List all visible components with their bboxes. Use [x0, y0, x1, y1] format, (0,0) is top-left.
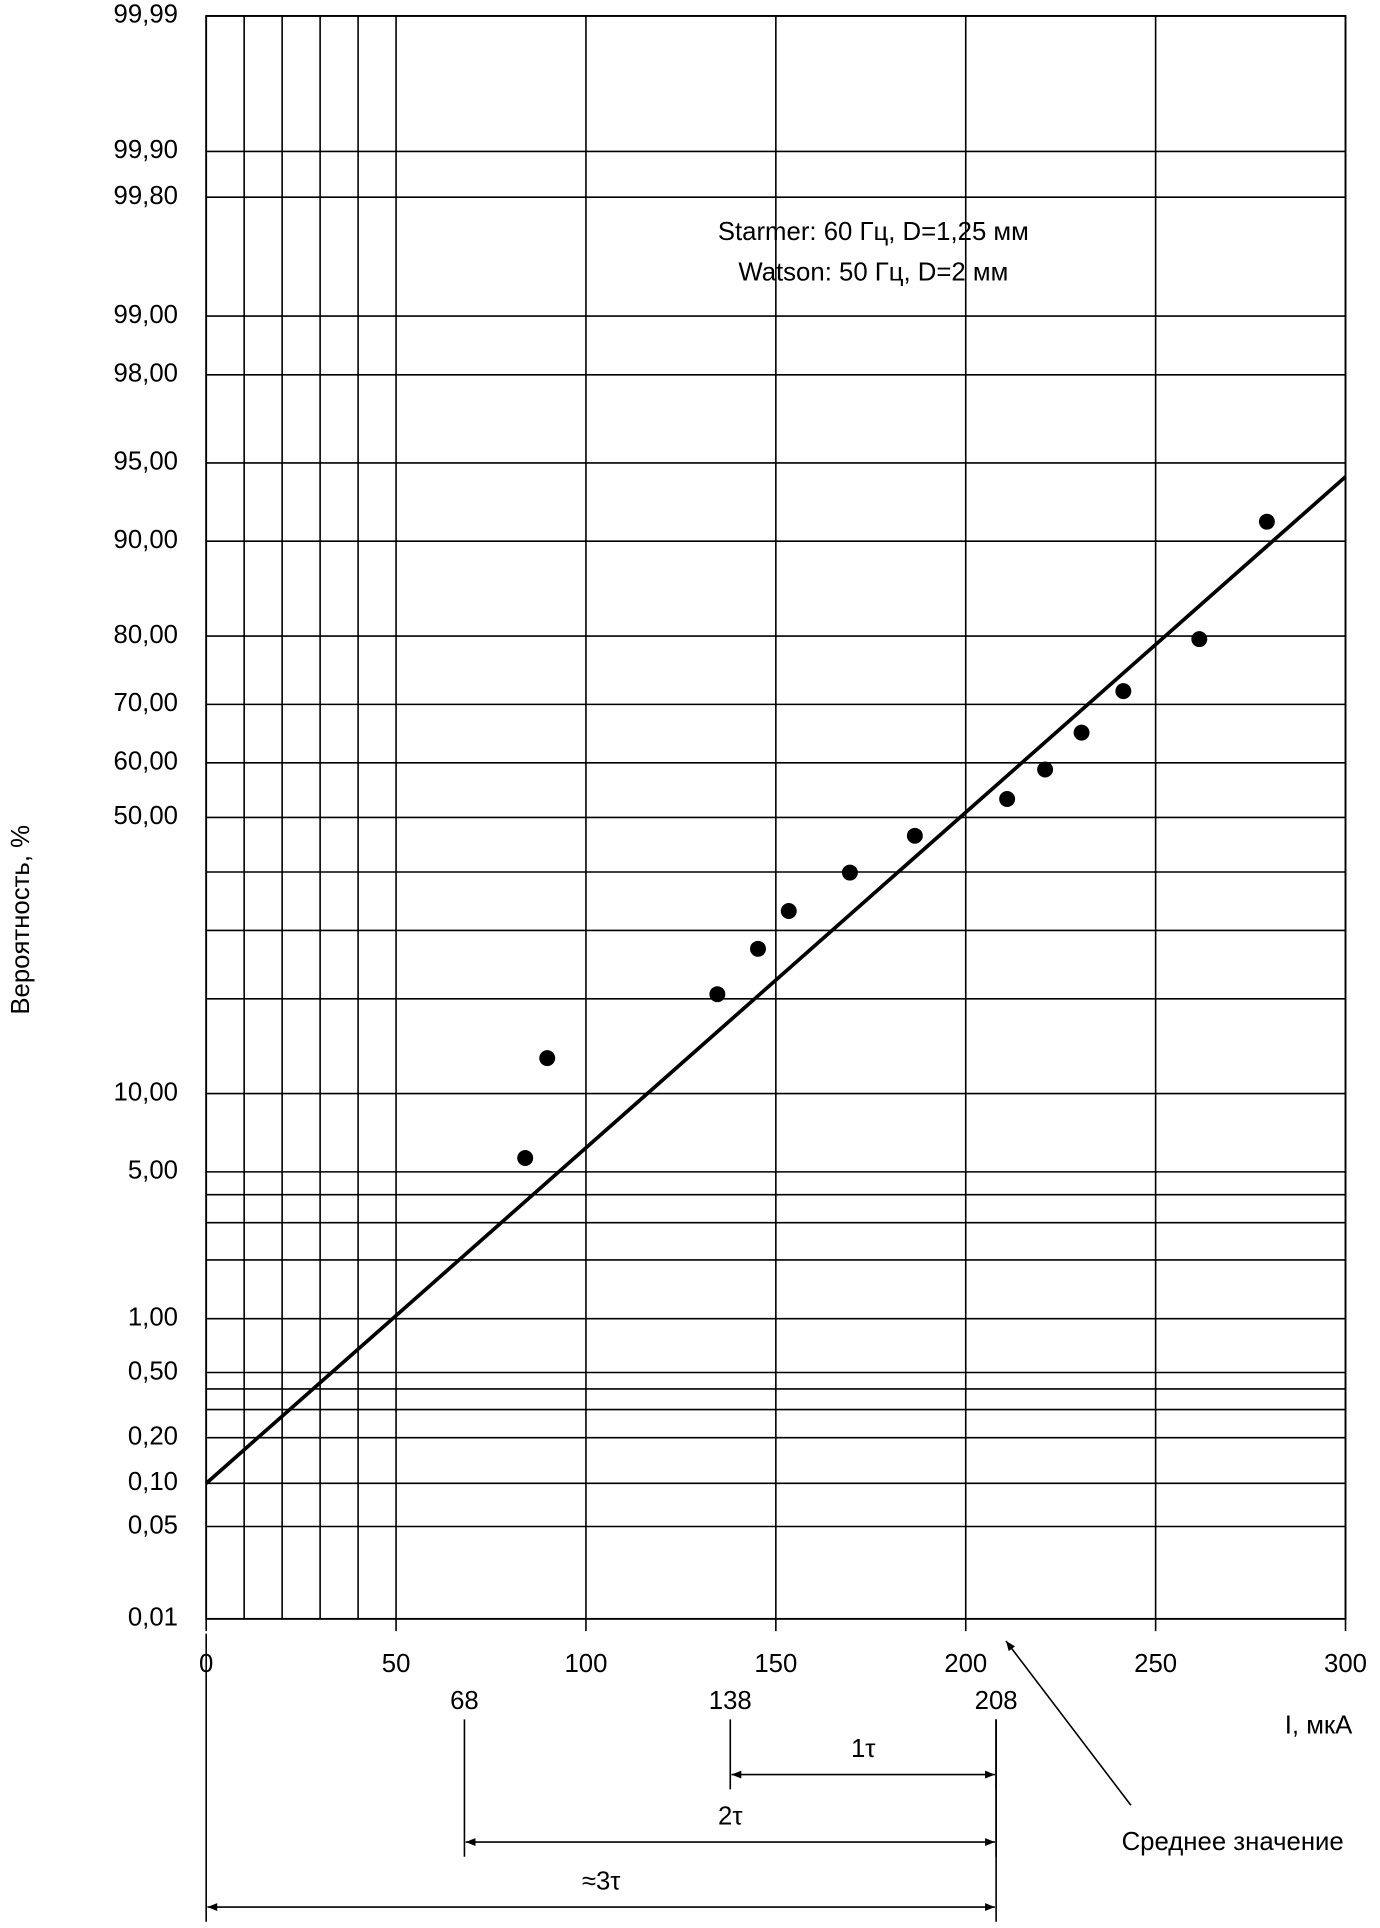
y-tick-label: 99,90 [114, 136, 178, 164]
mean-label: Среднее значение [1122, 1828, 1344, 1856]
data-point [517, 1150, 534, 1166]
y-tick-label: 10,00 [114, 1078, 178, 1106]
y-axis-label: Вероятность, % [7, 825, 35, 1015]
x-tick-label: 150 [754, 1650, 797, 1678]
data-point [539, 1050, 556, 1067]
data-point [1073, 724, 1090, 741]
marker-label: 208 [975, 1687, 1018, 1715]
data-point [1115, 683, 1132, 700]
data-point [709, 986, 726, 1003]
plot-frame [205, 15, 1347, 1620]
data-point [1191, 631, 1208, 648]
data-point [841, 864, 858, 881]
y-tick-label: 99,80 [114, 182, 178, 210]
marker-label: 68 [450, 1687, 479, 1715]
data-point [906, 827, 923, 844]
mean-arrow [1005, 1640, 1132, 1806]
y-tick-label: 0,50 [128, 1357, 178, 1385]
x-tick-label: 300 [1324, 1650, 1367, 1678]
annotation: Watson: 50 Гц, D=2 мм [738, 258, 1008, 286]
dimension-label: 2τ [718, 1802, 743, 1830]
y-tick-label: 0,05 [128, 1511, 178, 1539]
x-tick-label: 250 [1134, 1650, 1177, 1678]
y-tick-label: 50,00 [114, 802, 178, 830]
x-tick-label: 100 [564, 1650, 607, 1678]
y-tick-label: 99,99 [114, 1, 178, 29]
y-tick-label: 0,10 [128, 1468, 178, 1496]
dimension-label: 1τ [851, 1735, 875, 1763]
x-tick-label: 50 [382, 1650, 411, 1678]
y-tick-label: 0,01 [128, 1604, 178, 1632]
marker-label: 138 [709, 1687, 752, 1715]
data-point [1258, 513, 1275, 530]
dimension-label: ≈3τ [582, 1867, 621, 1895]
y-tick-label: 0,20 [128, 1422, 178, 1450]
y-tick-label: 90,00 [114, 526, 178, 554]
x-axis-label: I, мкА [1285, 1712, 1353, 1740]
data-point [1037, 761, 1054, 778]
x-tick-label: 200 [944, 1650, 987, 1678]
y-tick-label: 95,00 [114, 448, 178, 476]
y-tick-label: 80,00 [114, 621, 178, 649]
y-tick-label: 5,00 [128, 1157, 178, 1185]
data-point [999, 791, 1016, 807]
y-tick-label: 98,00 [114, 360, 178, 388]
y-tick-label: 60,00 [114, 748, 178, 776]
y-tick-label: 1,00 [128, 1304, 178, 1332]
fit-line [204, 475, 1347, 1485]
data-point [780, 903, 797, 919]
y-tick-label: 99,00 [114, 301, 178, 329]
y-tick-label: 70,00 [114, 689, 178, 717]
annotation: Starmer: 60 Гц, D=1,25 мм [718, 218, 1029, 246]
data-point [750, 940, 766, 957]
